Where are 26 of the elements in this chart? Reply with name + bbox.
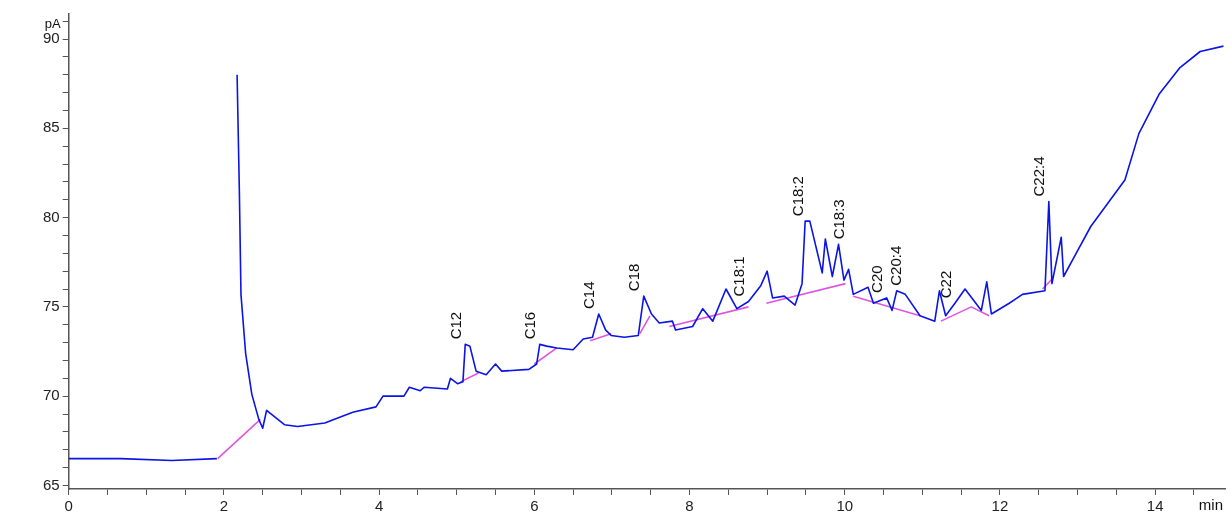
annotation: C14	[580, 281, 598, 309]
x-axis-title: min	[1198, 495, 1223, 513]
x-tick-label: 10	[836, 497, 854, 515]
x-tick-label: 8	[685, 497, 694, 515]
annotation: C12	[446, 311, 464, 340]
annotation: C20	[868, 265, 886, 293]
annotation: C22	[936, 270, 954, 299]
x-tick-label: 4	[374, 497, 384, 515]
y-tick-label: 75	[43, 297, 60, 314]
annotation: C18:1	[730, 256, 748, 297]
x-tick-label: 6	[530, 497, 539, 515]
annotation: C18	[625, 263, 643, 292]
y-tick-label: 65	[43, 475, 60, 493]
y-tick-label: 85	[43, 118, 60, 136]
y-tick-label: 70	[43, 386, 60, 404]
annotation: C18:2	[789, 176, 807, 217]
annotation: C16	[521, 311, 539, 340]
x-tick-label: 2	[219, 497, 229, 515]
annotation: C22:4	[1030, 156, 1048, 197]
y-axis-title: pA	[44, 16, 62, 32]
x-tick-label: 14	[1146, 497, 1164, 515]
annotation: C20:4	[886, 245, 904, 286]
x-tick-label: 12	[991, 497, 1009, 515]
annotation: C18:3	[830, 199, 848, 240]
x-tick-label: 0	[64, 497, 73, 515]
y-tick-label: 80	[43, 207, 60, 225]
